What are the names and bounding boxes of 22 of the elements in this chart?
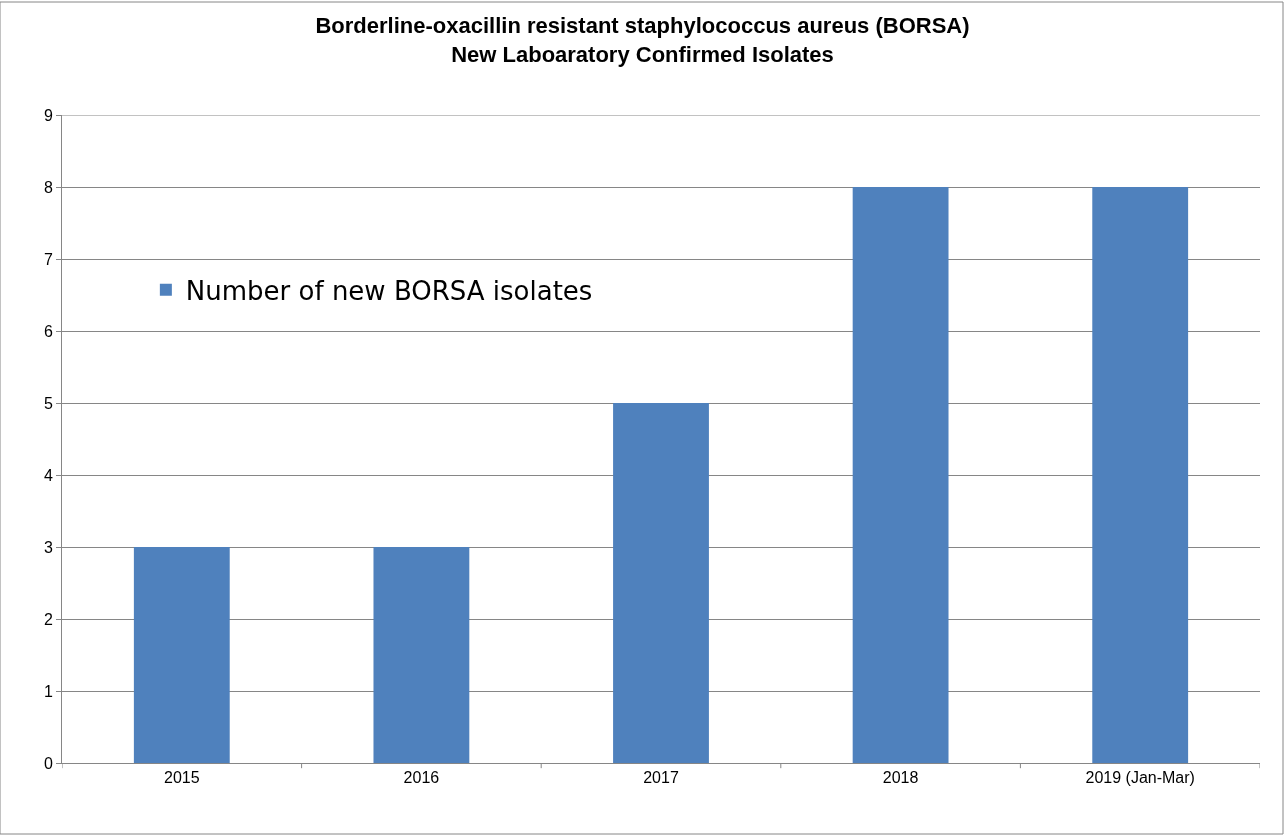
legend-label: Number of new BORSA isolates <box>185 276 593 306</box>
bar <box>373 547 470 763</box>
chart-title: Borderline-oxacillin resistant staphylococcus aureus (BORSA) New Laboaratory Confirmed Isolates <box>315 13 970 68</box>
bar <box>613 403 709 763</box>
y-tick-label: 6 <box>43 322 53 340</box>
y-tick-label: 5 <box>43 394 53 412</box>
x-tick-label: 2017 <box>643 769 679 787</box>
x-tick-label: 2016 <box>403 769 440 787</box>
bar <box>133 547 230 763</box>
y-tick-label: 8 <box>43 178 53 196</box>
x-tick-label: 2015 <box>164 769 200 787</box>
x-tick-label: 2018 <box>882 769 919 787</box>
y-tick-label: 1 <box>43 682 53 700</box>
y-tick-label: 4 <box>43 466 53 484</box>
y-tick-label: 0 <box>43 754 53 772</box>
y-tick-label: 9 <box>43 106 53 124</box>
bar <box>852 187 949 763</box>
y-tick-label: 3 <box>43 538 53 556</box>
y-tick-label: 2 <box>43 610 53 628</box>
x-tick-label: 2019 (Jan-Mar) <box>1085 769 1195 787</box>
y-tick-label: 7 <box>43 250 53 268</box>
bar <box>1092 187 1189 763</box>
